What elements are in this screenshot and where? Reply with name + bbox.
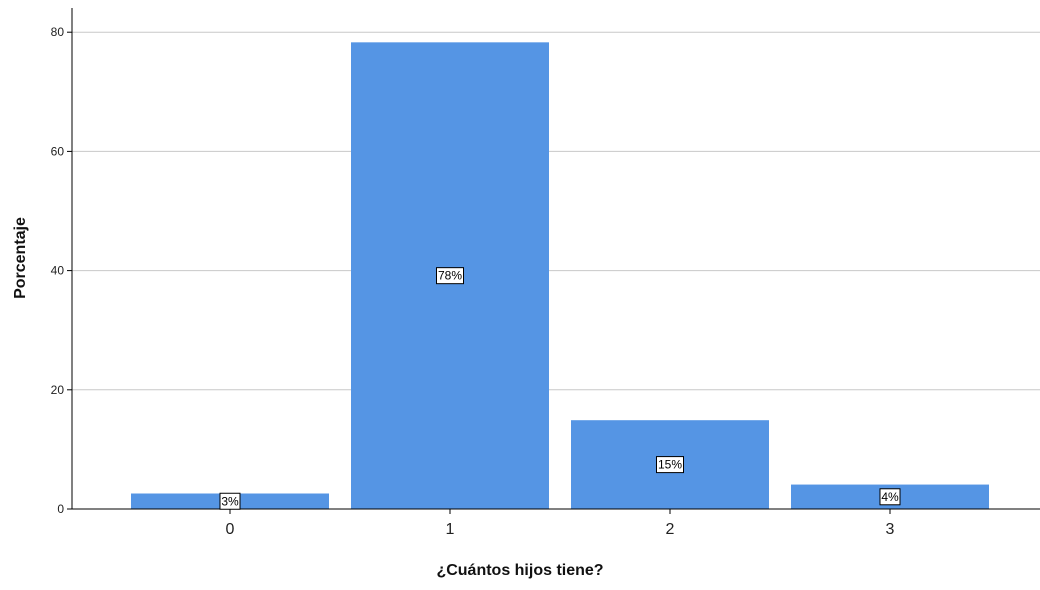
y-tick-label: 0 — [57, 502, 64, 516]
data-label: 15% — [658, 458, 682, 472]
y-tick-label: 60 — [51, 144, 65, 158]
x-tick-label: 0 — [226, 521, 235, 538]
x-axis-title: ¿Cuántos hijos tiene? — [436, 562, 603, 579]
data-label-box — [879, 488, 901, 506]
data-label-box — [656, 456, 684, 474]
axes: 0 20 40 60 80 0 1 2 3 — [51, 8, 1040, 538]
data-label: 78% — [438, 269, 462, 283]
y-tick-label: 80 — [51, 25, 65, 39]
x-tick-label: 2 — [666, 521, 675, 538]
y-tick-label: 20 — [51, 383, 65, 397]
data-label: 4% — [881, 490, 899, 504]
y-axis-title: Porcentaje — [12, 217, 29, 299]
data-label-box — [219, 492, 241, 510]
y-tick-label: 40 — [51, 264, 65, 278]
bars — [131, 42, 989, 509]
x-tick-label: 3 — [886, 521, 895, 538]
x-tick-label: 1 — [446, 521, 455, 538]
data-label-box — [436, 267, 464, 285]
gridlines — [72, 31, 1040, 391]
data-labels: 3% 78% 15% 4% — [219, 267, 901, 510]
data-label: 3% — [221, 494, 239, 508]
